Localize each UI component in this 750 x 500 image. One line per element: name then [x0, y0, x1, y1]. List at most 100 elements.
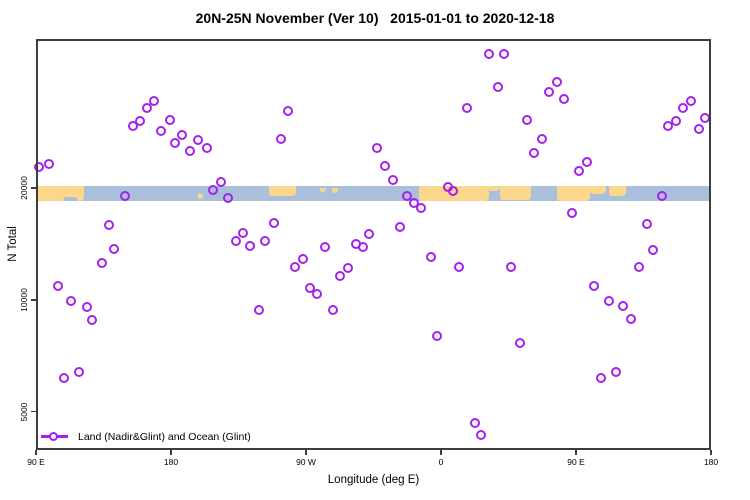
data-point — [604, 296, 615, 307]
data-point — [269, 218, 280, 229]
y-axis-title: N Total — [7, 226, 19, 262]
data-point — [657, 191, 668, 202]
y-tick-label: 10000 — [19, 287, 29, 312]
data-point — [642, 219, 653, 230]
data-point — [364, 229, 375, 240]
data-point — [416, 203, 427, 214]
data-point — [671, 115, 682, 126]
data-point — [149, 95, 160, 106]
map-strip — [36, 185, 711, 202]
data-point — [537, 133, 548, 144]
data-point — [663, 120, 674, 131]
data-point — [567, 208, 578, 219]
data-point — [596, 372, 607, 383]
data-point — [574, 166, 585, 177]
data-point — [618, 301, 629, 312]
data-point — [522, 114, 533, 125]
data-point — [648, 245, 659, 256]
data-point — [177, 130, 188, 141]
data-point — [254, 305, 265, 316]
data-point — [104, 220, 115, 231]
data-point — [589, 281, 600, 292]
plot-border — [36, 39, 711, 450]
y-tick-label: 20000 — [19, 176, 29, 200]
y-tick — [31, 187, 36, 189]
data-point — [170, 138, 181, 149]
land-segment — [489, 185, 500, 191]
x-tick-label: 180 — [703, 457, 719, 467]
data-point — [515, 338, 526, 349]
data-point — [493, 81, 504, 92]
x-tick — [710, 450, 712, 455]
data-point — [82, 302, 93, 313]
data-point — [59, 372, 70, 383]
y-tick — [31, 410, 36, 413]
data-point — [328, 305, 339, 316]
data-point — [343, 263, 354, 274]
x-tick — [170, 450, 172, 455]
x-tick-label: 90 W — [296, 457, 316, 467]
y-tick — [31, 299, 36, 301]
data-point — [120, 191, 131, 202]
land-segment — [589, 185, 606, 194]
legend-marker-icon — [41, 430, 68, 443]
data-point — [506, 262, 517, 273]
x-tick — [440, 450, 442, 455]
data-point — [223, 193, 234, 204]
data-point — [66, 296, 77, 307]
data-point — [484, 48, 495, 59]
data-point — [165, 114, 176, 125]
water-notch — [63, 196, 78, 202]
data-point — [238, 228, 249, 239]
data-point — [216, 177, 227, 188]
data-point — [320, 242, 331, 253]
legend: Land (Nadir&Glint) and Ocean (Glint) — [41, 430, 251, 443]
data-point — [476, 429, 487, 440]
data-point — [34, 162, 45, 173]
data-point — [402, 191, 413, 202]
x-tick-label: 0 — [438, 457, 444, 467]
data-point — [678, 102, 689, 113]
x-tick — [305, 450, 307, 455]
data-point — [298, 254, 309, 265]
data-point — [454, 262, 465, 273]
data-point — [245, 241, 256, 252]
data-point — [312, 289, 323, 300]
data-point — [559, 93, 570, 104]
data-point — [529, 148, 540, 159]
data-point — [409, 198, 420, 209]
data-point — [74, 367, 85, 378]
data-point — [53, 281, 64, 292]
data-point — [470, 417, 481, 428]
plot-area — [34, 39, 711, 450]
data-point — [499, 48, 510, 59]
data-point — [544, 86, 555, 97]
data-point — [686, 95, 697, 106]
land-segment — [331, 188, 338, 193]
data-point — [185, 146, 196, 157]
data-point — [700, 113, 711, 124]
data-point — [305, 283, 316, 294]
data-point — [128, 120, 139, 131]
x-axis-title: Longitude (deg E) — [327, 474, 420, 486]
x-tick-label: 90 E — [567, 457, 585, 467]
chart-title: 20N-25N November (Ver 10) 2015-01-01 to … — [195, 10, 555, 26]
data-point — [87, 315, 98, 326]
land-segment — [319, 187, 326, 192]
data-point — [432, 331, 443, 341]
data-point — [156, 125, 167, 136]
land-segment — [609, 185, 626, 197]
data-point — [634, 262, 645, 273]
data-point — [135, 115, 146, 126]
data-point — [626, 314, 637, 325]
land-segment — [556, 185, 590, 202]
data-point — [202, 143, 213, 154]
data-point — [611, 367, 622, 378]
y-tick-label: 5000 — [19, 402, 29, 422]
land-segment — [198, 194, 203, 200]
data-point — [290, 262, 301, 273]
data-point — [208, 185, 219, 196]
data-point — [694, 124, 705, 135]
data-point — [582, 157, 593, 168]
